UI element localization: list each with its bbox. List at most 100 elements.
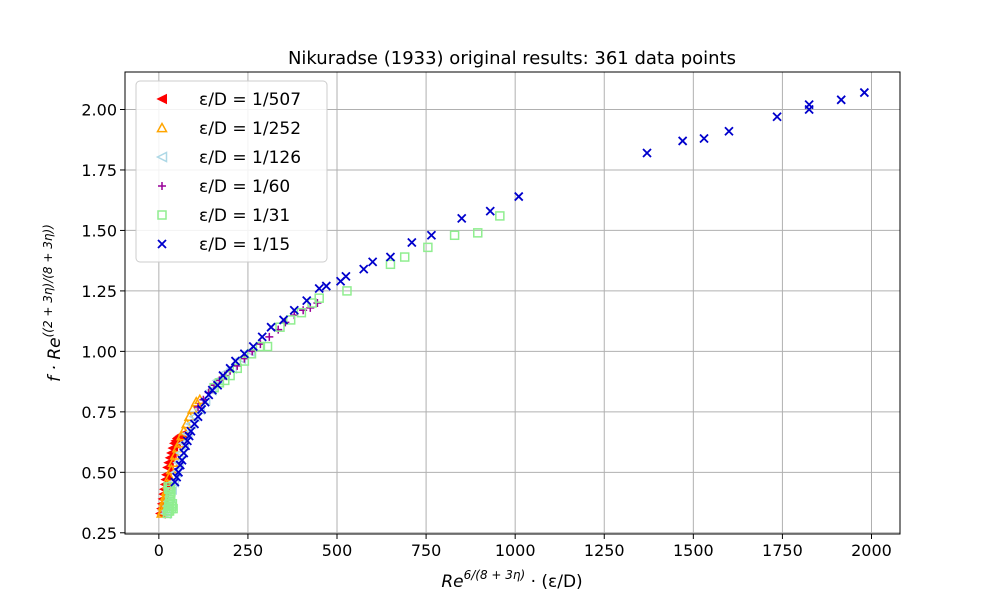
data-point xyxy=(167,499,178,509)
chart-title: Nikuradse (1933) original results: 361 d… xyxy=(288,48,736,69)
legend-marker xyxy=(157,239,167,249)
data-point xyxy=(473,228,483,238)
legend-label: ε/D = 1/126 xyxy=(199,148,301,168)
data-point xyxy=(175,429,188,441)
legend-item: ε/D = 1/60 xyxy=(158,177,290,197)
data-point xyxy=(289,305,299,315)
legend-item: ε/D = 1/507 xyxy=(156,90,301,110)
legend-marker xyxy=(156,93,167,105)
data-point xyxy=(341,271,351,282)
legend-item: ε/D = 1/15 xyxy=(157,235,290,255)
legend-item: ε/D = 1/252 xyxy=(156,119,301,139)
data-point xyxy=(163,471,176,482)
data-point xyxy=(204,390,214,400)
data-point xyxy=(836,95,846,105)
data-point xyxy=(399,252,410,262)
data-point xyxy=(213,380,223,390)
plot-frame xyxy=(124,71,901,535)
x-tick-label: 0 xyxy=(154,541,164,560)
data-point xyxy=(180,441,191,451)
data-point xyxy=(190,396,203,407)
x-tick-label: 750 xyxy=(411,541,442,560)
data-point xyxy=(218,370,228,381)
data-point xyxy=(314,283,324,294)
x-tick-label: 1250 xyxy=(584,541,625,560)
data-point xyxy=(772,112,782,122)
legend-marker xyxy=(156,121,168,133)
data-points xyxy=(155,87,870,520)
data-point xyxy=(225,363,235,373)
data-point xyxy=(173,467,184,477)
legend-label: ε/D = 1/507 xyxy=(199,90,301,110)
y-tick-label: 1.25 xyxy=(81,282,117,301)
series-group xyxy=(194,299,322,412)
data-point xyxy=(678,136,688,146)
data-point xyxy=(186,426,196,436)
x-tick-label: 500 xyxy=(322,541,353,560)
data-point xyxy=(423,242,433,253)
data-point xyxy=(485,206,495,216)
data-point xyxy=(321,281,331,291)
y-tick-label: 0.75 xyxy=(81,403,117,422)
y-tick-label: 1.75 xyxy=(81,161,117,180)
legend-marker xyxy=(158,182,166,190)
x-axis-ticks: 0 250 500 750 1000 1250 1500 1750 2000 xyxy=(154,534,892,560)
grid-lines xyxy=(125,72,900,534)
legend-label: ε/D = 1/60 xyxy=(199,177,290,197)
x-tick-label: 2000 xyxy=(851,541,892,560)
x-axis-label: Re6/(8 + 3η) · (ε/D) xyxy=(441,568,582,592)
data-point xyxy=(193,412,203,422)
x-tick-label: 250 xyxy=(233,541,264,560)
legend-marker xyxy=(157,210,167,220)
data-point xyxy=(266,322,276,332)
data-point xyxy=(495,211,505,221)
data-point xyxy=(642,148,652,158)
data-point xyxy=(225,370,235,381)
data-point xyxy=(302,295,312,306)
data-point xyxy=(200,397,210,407)
data-point xyxy=(306,303,315,312)
legend-label: ε/D = 1/15 xyxy=(199,235,290,255)
data-point xyxy=(262,341,273,352)
data-point xyxy=(240,354,249,363)
series-group xyxy=(170,87,870,487)
data-point xyxy=(170,477,180,487)
data-point xyxy=(257,332,267,342)
data-point xyxy=(724,126,734,136)
data-point xyxy=(182,436,192,446)
data-point xyxy=(165,482,176,492)
data-point xyxy=(177,455,187,465)
data-point xyxy=(230,356,241,366)
data-point xyxy=(368,257,378,267)
legend-item: ε/D = 1/31 xyxy=(157,206,290,226)
y-tick-label: 0.50 xyxy=(81,463,117,482)
data-point xyxy=(239,356,250,366)
data-point xyxy=(385,252,396,262)
data-point xyxy=(248,341,258,352)
legend-box xyxy=(135,80,328,263)
data-point xyxy=(196,404,207,415)
data-point xyxy=(179,448,189,458)
data-point xyxy=(165,463,178,475)
data-point xyxy=(184,431,194,441)
data-point xyxy=(246,349,257,359)
y-tick-label: 1.50 xyxy=(81,221,117,240)
legend: ε/D = 1/507 ε/D = 1/252 ε/D = 1/126 ε/D = 1… xyxy=(135,80,328,263)
data-point xyxy=(172,472,182,482)
x-tick-label: 1500 xyxy=(673,541,714,560)
data-point xyxy=(342,286,352,296)
data-point xyxy=(426,230,437,240)
data-point xyxy=(232,363,242,374)
data-point xyxy=(407,237,417,248)
data-point xyxy=(457,213,467,223)
data-point xyxy=(859,87,870,98)
data-point xyxy=(166,486,176,497)
legend-item: ε/D = 1/126 xyxy=(155,148,301,168)
data-point xyxy=(514,191,524,202)
data-point xyxy=(385,259,396,270)
y-axis-ticks: 0.25 0.50 0.75 1.00 1.25 1.50 1.75 2.00 xyxy=(81,100,125,543)
data-point xyxy=(804,100,814,110)
x-tick-label: 1000 xyxy=(495,541,536,560)
y-axis-label: f · Re((2 + 3η)/(8 + 3η)) xyxy=(41,224,65,382)
data-point xyxy=(278,315,289,325)
